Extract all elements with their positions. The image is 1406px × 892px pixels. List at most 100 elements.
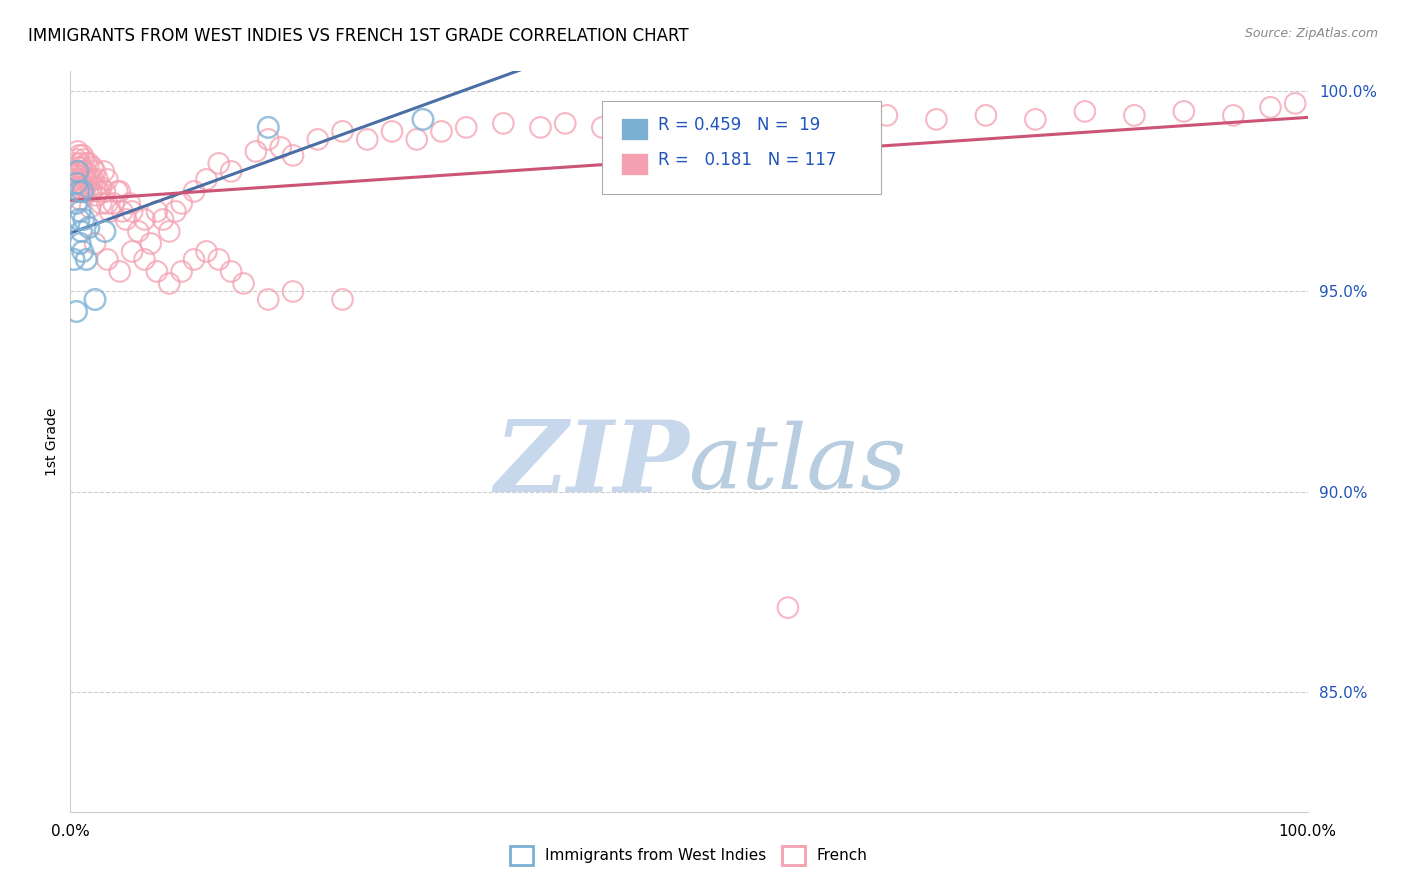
Point [332,124,354,138]
Point [157,277,180,291]
Point [69,156,91,170]
Point [776,600,799,615]
Point [529,120,551,135]
Point [72,244,94,259]
Y-axis label: 1st Grade: 1st Grade [45,408,59,475]
Point [157,224,180,238]
FancyBboxPatch shape [621,118,648,140]
Point [183,185,205,199]
Point [405,132,427,146]
Point [84,293,107,307]
Point [98,204,121,219]
Point [108,264,131,278]
Point [94,224,117,238]
Point [75,180,97,194]
Point [67,164,90,178]
Point [208,156,231,170]
Point [974,108,997,122]
Point [183,252,205,267]
Point [65,153,87,167]
Point [77,156,100,170]
Point [245,145,267,159]
Point [65,196,87,211]
Point [73,153,96,167]
Point [127,224,149,238]
Point [72,185,94,199]
Point [79,201,101,215]
Point [90,180,112,194]
Point [94,185,117,199]
Point [79,185,101,199]
Point [82,161,104,175]
Point [66,180,89,194]
Point [1222,108,1244,122]
Point [146,204,169,219]
Point [356,132,378,146]
Point [72,180,94,194]
Point [73,172,96,186]
Point [84,236,107,251]
Point [70,161,93,175]
Point [134,252,156,267]
Point [270,140,292,154]
Point [96,172,118,186]
Point [165,204,187,219]
Point [412,112,434,127]
Point [65,177,87,191]
Point [66,145,89,159]
Point [75,164,97,178]
Point [1173,104,1195,119]
Point [108,185,131,199]
Text: IMMIGRANTS FROM WEST INDIES VS FRENCH 1ST GRADE CORRELATION CHART: IMMIGRANTS FROM WEST INDIES VS FRENCH 1S… [28,27,689,45]
Point [93,164,115,178]
Point [121,244,143,259]
Point [65,156,87,170]
Point [152,212,174,227]
Point [72,164,94,178]
FancyBboxPatch shape [621,153,648,175]
Point [65,164,87,178]
Point [67,185,90,199]
Text: ZIP: ZIP [494,416,689,512]
Point [84,180,107,194]
Point [208,252,231,267]
Text: R = 0.459   N =  19: R = 0.459 N = 19 [658,117,820,135]
Text: R =   0.181   N = 117: R = 0.181 N = 117 [658,152,837,169]
Point [75,252,97,267]
Point [96,196,118,211]
Point [456,120,478,135]
Point [84,164,107,178]
Point [77,220,100,235]
Point [1024,112,1046,127]
Point [77,172,100,186]
Point [554,116,576,130]
Point [103,196,125,211]
Point [307,132,329,146]
Point [87,185,110,199]
Point [139,236,162,251]
Point [170,264,193,278]
Point [75,156,97,170]
Point [281,285,304,299]
Point [66,164,89,178]
Point [63,252,86,267]
Point [925,112,948,127]
Point [332,293,354,307]
Point [65,304,87,318]
Point [65,177,87,191]
Point [257,120,280,135]
Point [80,172,103,186]
Text: atlas: atlas [689,420,907,508]
Point [195,172,218,186]
Point [430,124,453,138]
Point [195,244,218,259]
Point [827,112,849,127]
Point [65,169,87,183]
Point [219,264,242,278]
Point [69,204,91,219]
Point [105,185,128,199]
Point [76,185,98,199]
Point [281,148,304,162]
Point [121,204,143,219]
Point [84,188,107,202]
